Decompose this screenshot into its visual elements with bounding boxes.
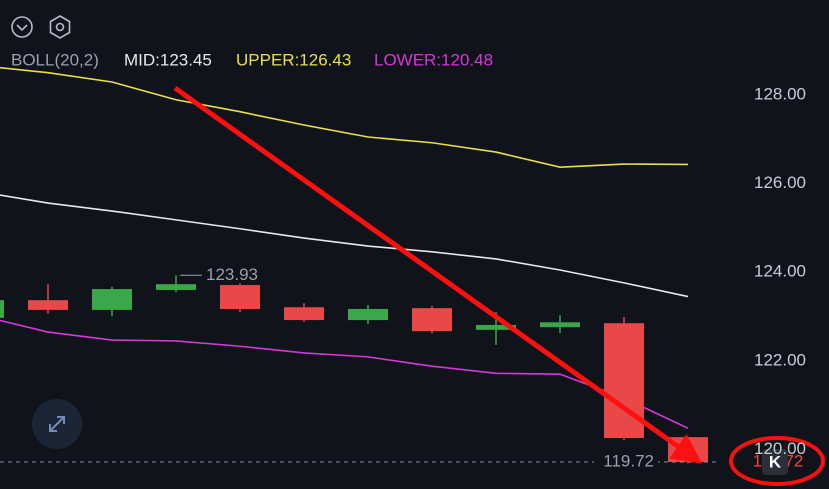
candle-body (156, 284, 196, 290)
candle-body (92, 289, 132, 310)
y-tick-label: 128.00 (754, 84, 806, 103)
annotation-arrow (173, 85, 703, 464)
y-tick-label: 124.00 (754, 262, 806, 281)
y-tick-label: 120.00 (754, 439, 806, 458)
candle-body (220, 285, 260, 310)
indicator-label: BOLL(20,2) (11, 50, 99, 69)
candle-body (540, 322, 580, 328)
high-label: 123.93 (206, 265, 258, 284)
indicator-line (0, 194, 689, 298)
price-axis (720, 0, 829, 489)
candle-body (284, 307, 324, 321)
candle-body (412, 308, 452, 332)
legend-entry: MID:123.45 (124, 50, 212, 69)
y-tick-label: 126.00 (754, 173, 806, 192)
indicator-line (0, 66, 689, 168)
legend-entry: UPPER:126.43 (236, 50, 351, 69)
indicator-line (0, 319, 689, 429)
last-price-label: 119.72 (603, 451, 654, 470)
collapse-icon[interactable] (11, 16, 33, 38)
collapse-price-button[interactable] (762, 448, 788, 475)
y-tick-label: 122.00 (754, 350, 806, 369)
candle-body (0, 300, 4, 318)
legend-entry: LOWER:120.48 (374, 50, 493, 69)
last-price-tag-bg (594, 450, 658, 473)
collapse-price-button-label[interactable]: K (769, 452, 782, 471)
annotation-circle (729, 436, 825, 486)
expand-button[interactable] (32, 399, 82, 449)
candle-body (28, 300, 68, 310)
settings-icon[interactable] (49, 15, 71, 39)
candle-body (348, 309, 388, 321)
candle-body (476, 324, 516, 330)
